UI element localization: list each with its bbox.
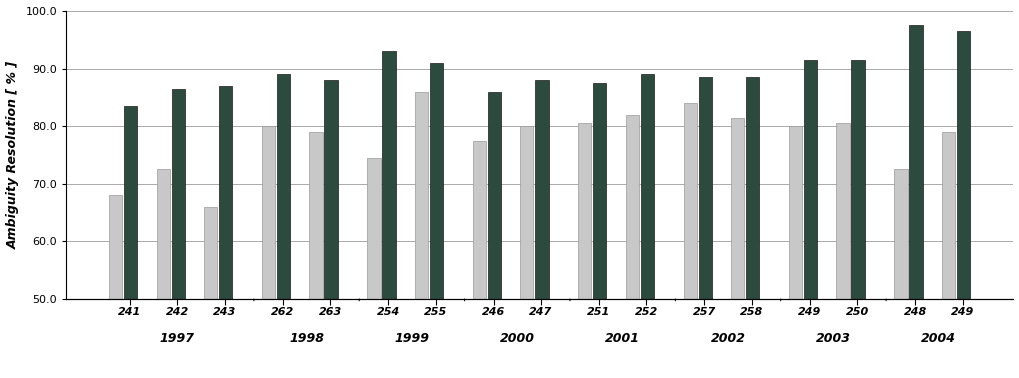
Bar	[520, 126, 533, 299]
Bar	[171, 89, 184, 299]
Bar	[788, 126, 801, 299]
Bar	[382, 51, 395, 299]
Bar	[698, 77, 711, 299]
Bar	[578, 123, 591, 299]
Y-axis label: Ambiguity Resolution [ % ]: Ambiguity Resolution [ % ]	[7, 61, 20, 249]
Bar	[262, 126, 275, 299]
Bar	[640, 74, 653, 299]
Bar	[219, 86, 232, 299]
Bar	[415, 91, 428, 299]
Bar	[309, 132, 322, 299]
Bar	[109, 195, 122, 299]
Bar	[204, 207, 217, 299]
Bar	[803, 60, 816, 299]
Bar	[487, 91, 500, 299]
Bar	[124, 106, 138, 299]
Bar	[683, 103, 696, 299]
Bar	[836, 123, 849, 299]
Bar	[625, 115, 638, 299]
Bar	[731, 118, 744, 299]
Bar	[429, 63, 442, 299]
Bar	[277, 74, 290, 299]
Bar	[894, 169, 907, 299]
Bar	[956, 31, 969, 299]
Bar	[535, 80, 548, 299]
Bar	[941, 132, 954, 299]
Bar	[851, 60, 864, 299]
Bar	[593, 83, 606, 299]
Bar	[324, 80, 337, 299]
Bar	[157, 169, 170, 299]
Bar	[367, 158, 380, 299]
Bar	[745, 77, 758, 299]
Bar	[908, 25, 921, 299]
Bar	[473, 141, 486, 299]
